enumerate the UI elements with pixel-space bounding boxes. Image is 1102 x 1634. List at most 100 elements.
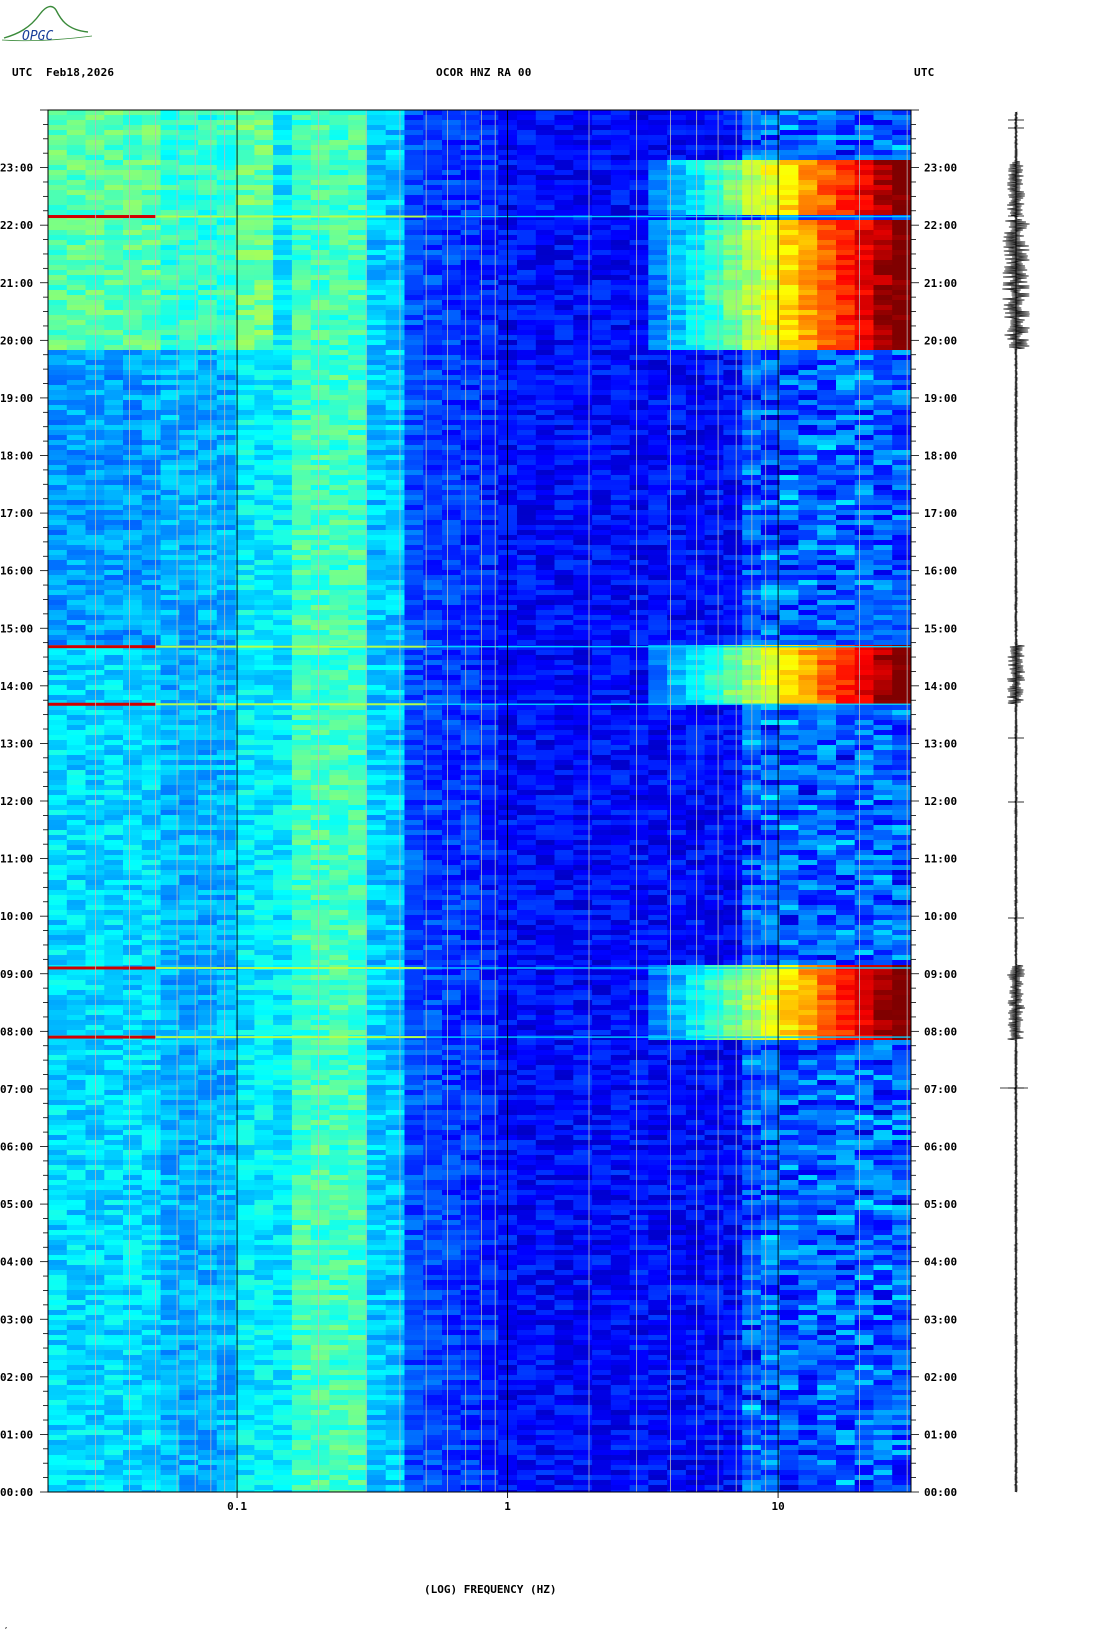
spectrogram-cell <box>235 595 255 601</box>
spectrogram-cell <box>779 195 800 201</box>
logo-text: OPGC <box>22 29 53 44</box>
spectrogram-cell <box>366 170 387 176</box>
spectrogram-cell <box>760 320 781 326</box>
spectrogram-cell <box>460 545 481 551</box>
spectrogram-cell <box>629 270 649 276</box>
spectrogram-cell <box>48 400 68 406</box>
spectrogram-cell <box>854 130 875 136</box>
spectrogram-cell <box>460 195 481 201</box>
spectrogram-cell <box>892 270 911 276</box>
spectrogram-cell <box>723 205 743 211</box>
spectrogram-cell <box>704 150 724 156</box>
spectrogram-cell <box>667 305 687 311</box>
spectrogram-cell <box>760 545 781 551</box>
spectrogram-cell <box>366 285 387 291</box>
spectrogram-cell <box>535 265 556 271</box>
spectrogram-cell <box>48 385 68 391</box>
spectrogram-cell <box>610 395 631 401</box>
spectrogram-cell <box>610 580 631 586</box>
spectrogram-cell <box>535 435 556 441</box>
spectrogram-cell <box>723 370 743 376</box>
spectrogram-cell <box>423 455 443 461</box>
spectrogram-cell <box>104 285 124 291</box>
spectrogram-cell <box>254 235 274 241</box>
spectrogram-cell <box>179 570 199 576</box>
spectrogram-cell <box>723 330 743 336</box>
spectrogram-cell <box>291 490 312 496</box>
spectrogram-cell <box>573 160 593 166</box>
spectrogram-cell <box>48 410 68 416</box>
spectrogram-cell <box>610 290 631 296</box>
spectrogram-cell <box>310 430 331 436</box>
spectrogram-cell <box>273 275 293 281</box>
spectrogram-cell <box>685 640 706 646</box>
spectrogram-cell <box>366 110 387 116</box>
spectrogram-cell <box>517 595 537 601</box>
spectrogram-cell <box>873 560 893 566</box>
spectrogram-cell <box>198 460 218 466</box>
spectrogram-cell <box>179 495 199 501</box>
spectrogram-cell <box>723 625 743 631</box>
spectrogram-cell <box>291 475 312 481</box>
spectrogram-cell <box>254 145 274 151</box>
spectrogram-cell <box>873 270 893 276</box>
spectrogram-cell <box>798 255 818 261</box>
spectrogram-cell <box>423 480 443 486</box>
spectrogram-cell <box>348 285 368 291</box>
spectrogram-cell <box>760 190 781 196</box>
spectrogram-cell <box>385 250 406 256</box>
spectrogram-cell <box>141 170 162 176</box>
spectrogram-cell <box>704 645 724 651</box>
spectrogram-cell <box>291 340 312 346</box>
spectrogram-cell <box>273 230 293 236</box>
spectrogram-cell <box>254 635 274 641</box>
spectrogram-cell <box>179 140 199 146</box>
spectrogram-cell <box>667 280 687 286</box>
spectrogram-cell <box>760 315 781 321</box>
spectrogram-cell <box>535 590 556 596</box>
spectrogram-cell <box>573 170 593 176</box>
spectrogram-cell <box>198 350 218 356</box>
spectrogram-cell <box>535 610 556 616</box>
spectrogram-cell <box>216 425 237 431</box>
spectrogram-cell <box>667 420 687 426</box>
spectrogram-cell <box>760 255 781 261</box>
spectrogram-cell <box>66 540 87 546</box>
spectrogram-cell <box>836 480 856 486</box>
spectrogram-cell <box>141 165 162 171</box>
spectrogram-cell <box>216 110 237 116</box>
spectrogram-cell <box>160 175 180 181</box>
spectrogram-cell <box>704 235 724 241</box>
spectrogram-cell <box>385 560 406 566</box>
spectrogram-cell <box>123 255 143 261</box>
spectrogram-cell <box>291 170 312 176</box>
spectrogram-cell <box>198 585 218 591</box>
spectrogram-cell <box>873 625 893 631</box>
spectrogram-cell <box>141 565 162 571</box>
spectrogram-cell <box>442 625 462 631</box>
spectrogram-cell <box>779 635 800 641</box>
spectrogram-cell <box>479 345 499 351</box>
spectrogram-cell <box>479 545 499 551</box>
spectrogram-cell <box>329 440 349 446</box>
spectrogram-cell <box>329 505 349 511</box>
spectrogram-cell <box>198 340 218 346</box>
spectrogram-cell <box>760 140 781 146</box>
spectrogram-cell <box>554 590 574 596</box>
spectrogram-cell <box>442 200 462 206</box>
spectrogram-cell <box>667 570 687 576</box>
spectrogram-cell <box>179 475 199 481</box>
spectrogram-cell <box>385 615 406 621</box>
spectrogram-cell <box>348 150 368 156</box>
spectrogram-cell <box>892 330 911 336</box>
spectrogram-cell <box>366 365 387 371</box>
spectrogram-cell <box>291 290 312 296</box>
spectrogram-cell <box>348 330 368 336</box>
spectrogram-cell <box>892 210 911 216</box>
spectrogram-cell <box>348 640 368 646</box>
spectrogram-cell <box>273 300 293 306</box>
spectrogram-cell <box>667 265 687 271</box>
spectrogram-cell <box>479 435 499 441</box>
spectrogram-cell <box>385 515 406 521</box>
spectrogram-cell <box>592 170 612 176</box>
